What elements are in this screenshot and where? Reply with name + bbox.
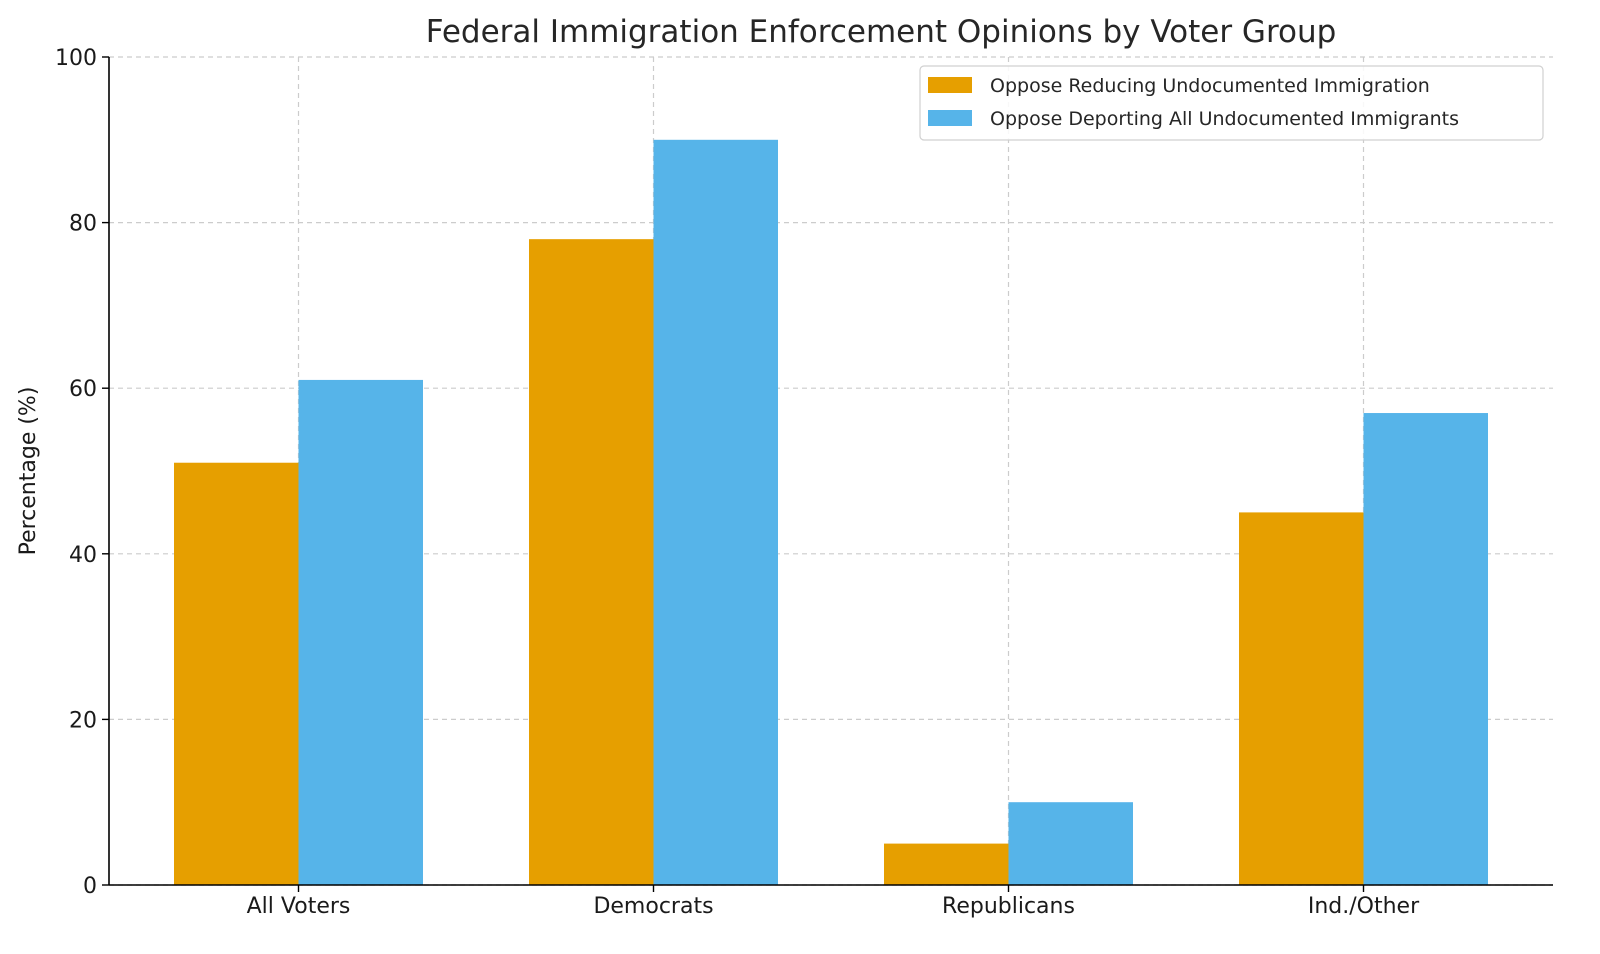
- chart-title: Federal Immigration Enforcement Opinions…: [426, 14, 1337, 50]
- bar-oppose-deporting-3: [1363, 413, 1488, 885]
- bar-oppose-reducing-1: [529, 239, 654, 885]
- y-tick-label: 80: [69, 212, 97, 237]
- legend-swatch-1: [928, 110, 972, 126]
- bar-oppose-reducing-0: [174, 462, 299, 885]
- y-tick-label: 100: [55, 46, 97, 71]
- bar-oppose-deporting-2: [1008, 802, 1133, 885]
- bar-oppose-reducing-2: [884, 843, 1009, 885]
- y-tick-label: 40: [69, 543, 97, 568]
- x-tick-label: All Voters: [247, 894, 351, 919]
- y-tick-label: 60: [69, 377, 97, 402]
- legend-box: [919, 65, 1544, 141]
- x-axis-ticks: All Voters Democrats Republicans Ind./Other: [247, 885, 1420, 919]
- x-tick-label: Ind./Other: [1308, 894, 1420, 919]
- legend-label-0: Oppose Reducing Undocumented Immigration: [990, 75, 1430, 97]
- y-tick-label: 20: [69, 708, 97, 733]
- x-tick-label: Republicans: [942, 894, 1075, 919]
- legend-label-1: Oppose Deporting All Undocumented Immigr…: [990, 108, 1459, 130]
- x-tick-label: Democrats: [593, 894, 713, 919]
- bar-oppose-deporting-1: [653, 139, 778, 886]
- y-tick-label: 0: [83, 874, 97, 899]
- bar-oppose-reducing-3: [1239, 512, 1364, 885]
- legend-swatch-0: [928, 77, 972, 93]
- bar-oppose-deporting-0: [298, 379, 423, 885]
- axes: [108, 57, 1553, 886]
- y-axis-label: Percentage (%): [16, 387, 41, 556]
- y-axis-ticks: 0 20 40 60 80 100: [55, 46, 109, 899]
- bars-group: [174, 139, 1488, 886]
- legend: Oppose Reducing Undocumented Immigration…: [919, 65, 1544, 141]
